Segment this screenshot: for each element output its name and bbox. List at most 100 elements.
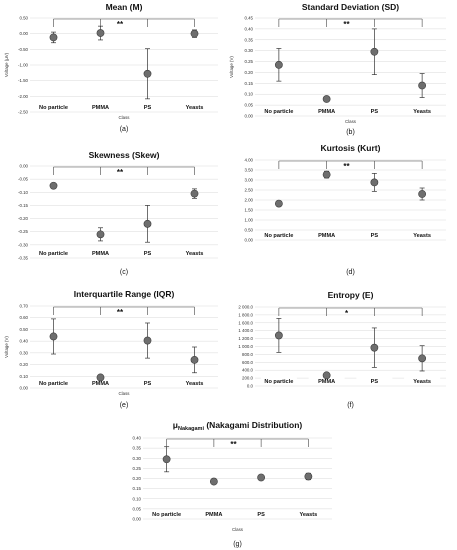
y-tick-label: 600.0 [242,360,254,365]
data-point [322,170,331,179]
category-label: No particle [264,109,293,115]
y-tick-label: 0.30 [19,350,28,355]
panel-label: (a) [120,126,129,133]
category-label-bg [356,231,393,239]
chart-title: Mean (M) [106,2,143,12]
category-label-bg [35,379,72,387]
panel-label: (d) [346,269,355,276]
y-tick-label: 0.40 [244,26,253,31]
y-tick-label: -0.35 [18,256,29,261]
category-label-bg [176,379,213,387]
significance-marker: ** [343,162,350,171]
category-label-bg [129,103,166,111]
category-label-bg [260,377,297,385]
x-axis-label: Class [119,391,131,396]
chart-title: μNakagami (Nakagami Distribution) [173,420,303,432]
y-tick-label: 0.30 [132,456,141,461]
category-label-bg [356,377,393,385]
y-tick-label: 0.35 [244,37,253,42]
y-tick-label: 1 400.0 [238,328,253,333]
y-tick-label: 0.15 [244,81,253,86]
y-tick-label: 1.00 [244,218,253,223]
category-label: Yeasts [413,233,431,239]
significance-marker: ** [117,308,124,317]
category-label-bg [129,249,166,257]
y-tick-label: 0.20 [132,476,141,481]
y-tick-label: 0.15 [132,486,141,491]
panel-label: (g) [233,541,242,548]
data-point [274,199,283,208]
category-label: Yeasts [186,105,204,111]
data-point [304,472,313,481]
data-point [143,336,152,345]
category-label: No particle [264,233,293,239]
chart-d: Kurtosis (Kurt) 4.00 3.50 3.00 2.50 2.00 1.50 1… [244,143,446,276]
y-tick-label: 2.00 [244,198,253,203]
category-label-bg [35,103,72,111]
y-tick-label: 1 600.0 [238,320,253,325]
y-tick-label: 0.00 [19,386,28,391]
y-tick-label: -1.00 [18,63,29,68]
data-point [274,60,283,69]
category-label: Yeasts [186,381,204,387]
y-tick-label: 0.05 [132,506,141,511]
y-tick-label: 0.00 [19,164,28,169]
y-tick-label: 0.30 [244,48,253,53]
data-point [49,332,58,341]
y-tick-label: 0.00 [132,517,141,522]
y-tick-label: 0.00 [244,114,253,119]
y-axis-label: Voltage (V) [229,56,234,78]
panel-label: (f) [347,402,354,409]
significance-marker: ** [230,440,237,449]
chart-title: Interquartile Range (IQR) [74,289,175,299]
chart-e: Interquartile Range (IQR) 0.70 0.60 0.50 0.4… [4,289,218,409]
y-tick-label: -0.10 [18,190,29,195]
category-label: PS [371,233,379,239]
category-label: PS [371,109,379,115]
category-label-bg [308,231,345,239]
y-tick-label: 0.20 [19,362,28,367]
y-tick-label: 800.0 [242,352,254,357]
chart-f: Entropy (E) 2 000.0 1 800.0 1 600.0 1 400.0 1… [238,290,446,409]
y-tick-label: 1 200.0 [238,336,253,341]
y-tick-label: -0.30 [18,242,29,247]
data-point [370,343,379,352]
y-tick-label: -0.15 [18,203,29,208]
y-tick-label: 0.50 [244,228,253,233]
y-tick-label: 2 000.0 [238,305,253,310]
category-label-bg [35,249,72,257]
y-tick-label: 0.05 [244,103,253,108]
data-point [274,331,283,340]
title-mu: μ [173,420,178,430]
significance-marker: ** [117,168,124,177]
category-label-bg [404,231,441,239]
title-subscript: Nakagami [178,426,204,432]
y-tick-label: -2.00 [18,94,29,99]
chart-b: Standard Deviation (SD) 0.45 0.40 0.35 0.30 0… [229,2,446,136]
category-label: PMMA [205,512,222,518]
y-tick-label: 0.50 [19,16,28,21]
category-label: PMMA [318,233,335,239]
panel-label: (c) [120,269,128,276]
data-point [257,473,266,482]
category-label: Yeasts [413,379,431,385]
category-label-bg [176,103,213,111]
data-point [190,29,199,38]
category-label: Yeasts [413,109,431,115]
category-label-bg [356,107,393,115]
panel-label: (b) [346,129,355,136]
significance-marker: ** [117,20,124,29]
y-tick-label: 200.0 [242,376,254,381]
y-tick-label: 4.00 [244,158,253,163]
category-label-bg [82,249,119,257]
data-point [49,33,58,42]
y-tick-label: 0.10 [244,92,253,97]
y-tick-label: 0.00 [19,31,28,36]
chart-title: Skewness (Skew) [89,150,160,160]
y-tick-label: -0.05 [18,177,29,182]
y-tick-label: 3.50 [244,168,253,173]
data-point [322,95,331,103]
category-label: Yeasts [300,512,318,518]
x-axis-label: Class [119,115,131,120]
